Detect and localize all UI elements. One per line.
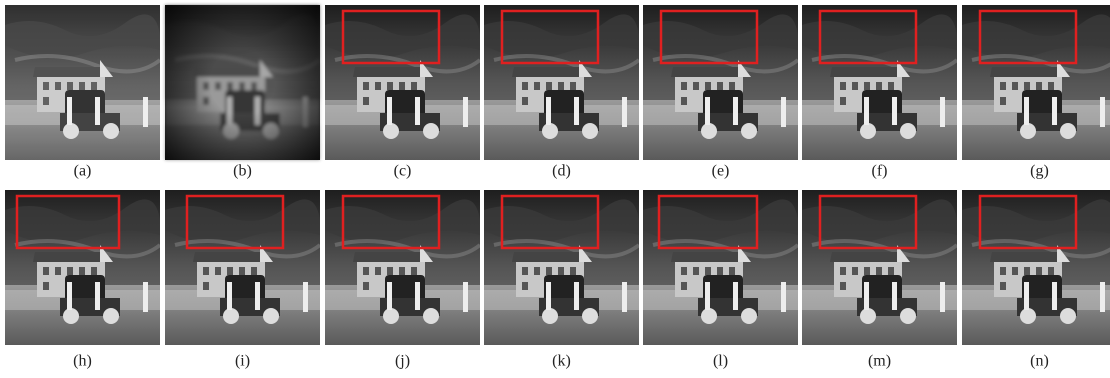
scene [802,190,957,345]
image-panel [165,190,320,345]
scene [643,190,798,345]
panel-caption: (g) [1030,163,1049,180]
panel-caption: (c) [394,163,412,180]
image-panel [484,5,639,160]
panel-caption: (d) [552,163,571,180]
panel-caption: (b) [233,163,252,180]
scene [5,190,160,345]
panel-caption: (k) [552,353,571,370]
scene [802,5,957,160]
panel-caption: (h) [73,353,92,370]
panel-caption: (l) [713,353,728,370]
image-panel [325,5,480,160]
panel-caption: (i) [235,353,250,370]
image-panel [643,190,798,345]
scene [325,190,480,345]
panel-caption: (n) [1030,353,1049,370]
panel-caption: (f) [872,163,888,180]
scene [962,190,1110,345]
image-panel [325,190,480,345]
image-panel [802,190,957,345]
image-panel [643,5,798,160]
image-panel [802,5,957,160]
image-panel [165,5,320,160]
tone [5,5,160,160]
image-panel [5,5,160,160]
scene [962,5,1110,160]
image-panel [962,5,1110,160]
panel-caption: (j) [395,353,410,370]
image-panel [962,190,1110,345]
figure: (a) (b) (c) (d) (e) (f) (g) (h) (i) (j) (k) (l) (m) (… [0,0,1110,378]
image-panel [484,190,639,345]
scene [325,5,480,160]
panel-caption: (m) [868,353,891,370]
panel-caption: (a) [74,163,92,180]
scene [484,5,639,160]
image-panel [5,190,160,345]
scene [643,5,798,160]
scene [484,190,639,345]
vignette [165,5,320,160]
panel-caption: (e) [712,163,730,180]
